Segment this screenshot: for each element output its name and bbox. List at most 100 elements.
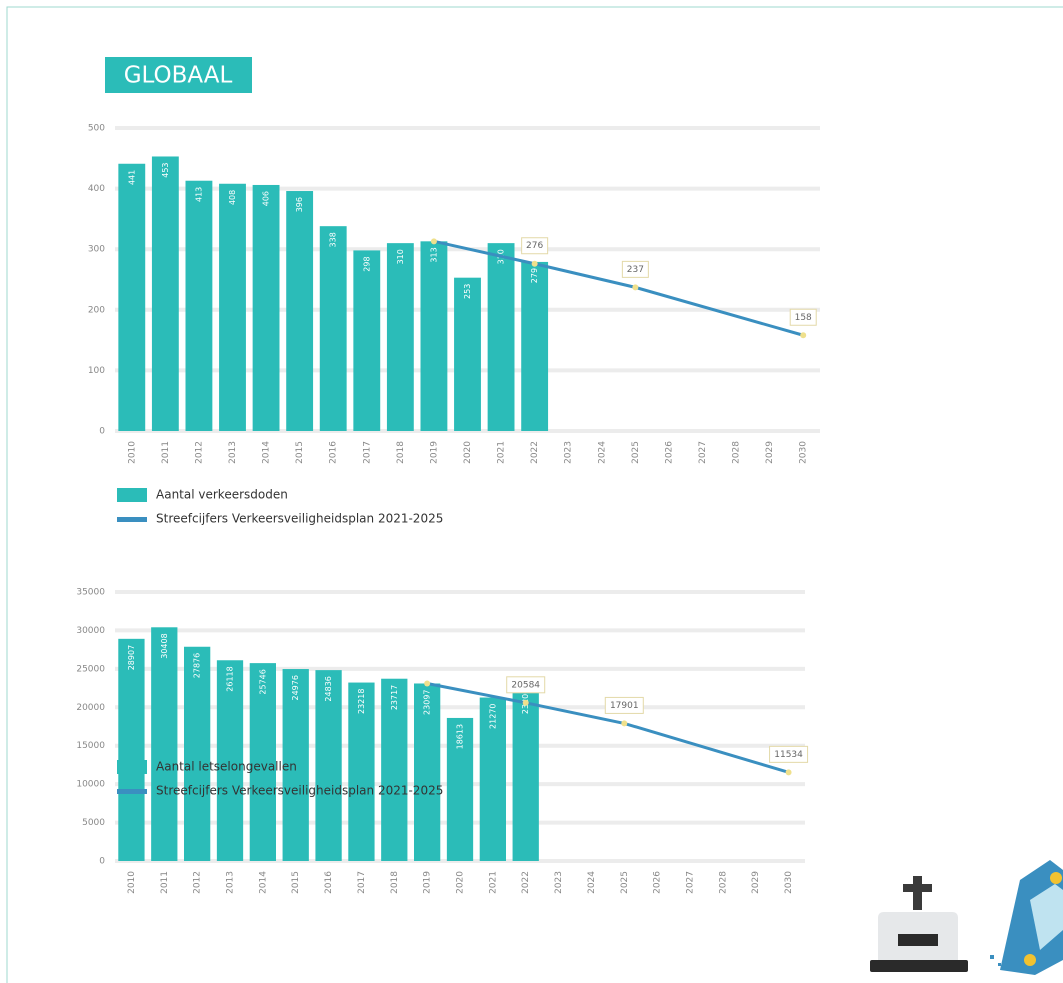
bar	[446, 717, 474, 861]
target-line	[433, 239, 804, 337]
bar-value-label: 25746	[258, 669, 267, 694]
bar	[454, 277, 481, 431]
bar	[286, 191, 314, 431]
y-tick-label: 100	[88, 366, 105, 376]
x-tick-label: 2026	[653, 871, 663, 894]
x-tick-label: 2029	[765, 441, 775, 464]
bar-value-label: 18613	[456, 724, 465, 749]
bar-value-label: 406	[262, 191, 271, 206]
x-tick-label: 2022	[521, 871, 531, 894]
legend-label: Streefcijfers Verkeersveiligheidsplan 20…	[156, 512, 443, 526]
x-tick-label: 2015	[291, 871, 301, 894]
target-line	[426, 682, 789, 774]
x-tick-label: 2014	[262, 441, 272, 464]
x-tick-label: 2022	[530, 441, 540, 464]
x-tick-label: 2017	[357, 871, 367, 894]
legend-swatch	[117, 488, 147, 502]
legend-swatch	[117, 760, 147, 774]
value-label-box	[789, 308, 817, 326]
bar-value-label: 279	[530, 268, 539, 283]
x-tick-label: 2021	[488, 871, 498, 894]
x-tick-label: 2024	[597, 441, 607, 464]
x-tick-label: 2030	[799, 441, 809, 464]
x-tick-label: 2013	[226, 871, 236, 894]
bar-value-label: 21270	[488, 704, 497, 729]
bar-value-label: 23717	[390, 685, 399, 710]
x-tick-label: 2023	[564, 441, 574, 464]
illustration	[870, 860, 1063, 975]
x-tick-label: 2020	[463, 441, 473, 464]
x-tick-label: 2029	[751, 871, 761, 894]
value-label: 17901	[610, 701, 639, 711]
bar	[282, 669, 309, 861]
bar	[249, 663, 276, 861]
bar	[216, 660, 244, 861]
x-tick-label: 2030	[784, 871, 794, 894]
legend-swatch	[117, 517, 147, 522]
bar	[151, 156, 179, 431]
bar	[219, 183, 246, 431]
bar	[381, 678, 408, 861]
bar-value-label: 313	[429, 247, 438, 262]
target-point	[430, 238, 437, 245]
bar-value-label: 253	[463, 284, 472, 299]
bar-value-label: 453	[161, 162, 170, 177]
value-label-box	[621, 260, 649, 278]
bar-value-label: 338	[329, 232, 338, 247]
value-label: 237	[627, 265, 644, 275]
x-tick-label: 2015	[295, 441, 305, 464]
x-tick-label: 2027	[686, 871, 696, 894]
value-label: 20584	[511, 680, 540, 690]
bar-value-label: 24836	[324, 676, 333, 701]
bar-value-label: 298	[362, 256, 371, 271]
bar	[479, 697, 506, 861]
legend-label: Streefcijfers Verkeersveiligheidsplan 20…	[156, 784, 443, 798]
bar	[353, 250, 381, 431]
x-tick-label: 2017	[362, 441, 372, 464]
y-tick-label: 20000	[76, 703, 105, 713]
x-tick-label: 2019	[423, 871, 433, 894]
value-label: 276	[526, 241, 543, 251]
legend-label: Aantal verkeersdoden	[156, 488, 288, 502]
y-tick-label: 500	[88, 124, 105, 134]
x-tick-label: 2012	[193, 871, 203, 894]
x-tick-label: 2025	[620, 871, 630, 894]
heading: GLOBAAL	[124, 63, 233, 89]
x-tick-label: 2020	[456, 871, 466, 894]
y-tick-label: 30000	[76, 626, 105, 636]
y-tick-label: 300	[88, 245, 105, 255]
y-tick-label: 0	[99, 857, 105, 867]
x-tick-label: 2023	[554, 871, 564, 894]
value-label-box	[506, 676, 546, 694]
x-tick-label: 2010	[127, 871, 137, 894]
bar	[414, 683, 441, 861]
bar-value-label: 28907	[127, 645, 136, 670]
legend-swatch	[117, 789, 147, 794]
y-tick-label: 400	[88, 184, 105, 194]
target-point	[424, 680, 431, 687]
bar-value-label: 30408	[160, 633, 169, 658]
bar-value-label: 413	[194, 187, 203, 202]
bar-value-label: 441	[127, 170, 136, 185]
x-tick-label: 2019	[429, 441, 439, 464]
x-tick-label: 2011	[161, 441, 171, 464]
bar	[151, 627, 178, 861]
frame	[6, 6, 1063, 983]
bar	[118, 638, 145, 861]
x-tick-label: 2013	[228, 441, 238, 464]
y-tick-label: 15000	[76, 741, 105, 751]
target-point	[800, 332, 807, 339]
heading-badge	[105, 57, 252, 93]
target-point	[522, 699, 529, 706]
x-tick-label: 2011	[160, 871, 170, 894]
value-label: 11534	[774, 750, 803, 760]
x-tick-label: 2028	[718, 871, 728, 894]
x-tick-label: 2021	[497, 441, 507, 464]
bar	[386, 243, 414, 431]
x-tick-label: 2026	[664, 441, 674, 464]
value-label-box	[604, 696, 644, 714]
bar-value-label: 24976	[291, 675, 300, 700]
bar-value-label: 396	[295, 197, 304, 212]
target-point	[621, 720, 628, 727]
